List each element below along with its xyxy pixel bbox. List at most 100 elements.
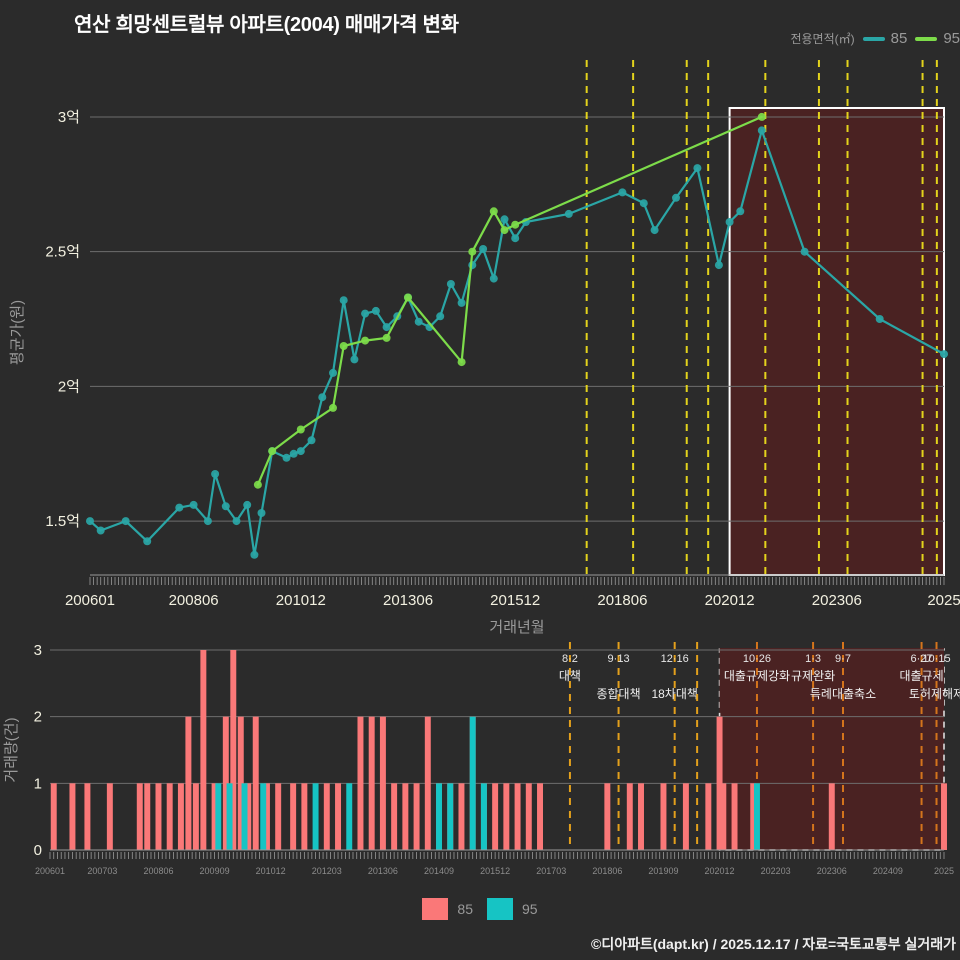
price-data-point[interactable] [489, 207, 498, 216]
volume-bar[interactable] [50, 783, 57, 850]
volume-bar[interactable] [391, 783, 398, 850]
volume-bar[interactable] [226, 783, 233, 850]
volume-bar[interactable] [492, 783, 499, 850]
price-data-point[interactable] [618, 188, 627, 197]
price-data-point[interactable] [296, 425, 305, 434]
price-data-point[interactable] [404, 293, 412, 302]
price-data-point[interactable] [250, 550, 259, 559]
price-data-point[interactable] [121, 517, 130, 526]
price-data-point[interactable] [329, 403, 337, 412]
price-data-point[interactable] [693, 164, 702, 173]
price-data-point[interactable] [382, 333, 391, 342]
price-data-point[interactable] [414, 317, 423, 326]
price-data-point[interactable] [339, 342, 348, 350]
volume-legend-item-85[interactable]: 85 [422, 898, 473, 920]
volume-bar[interactable] [275, 783, 282, 850]
volume-bar[interactable] [323, 783, 330, 850]
volume-bar[interactable] [357, 716, 364, 850]
volume-bar[interactable] [312, 783, 319, 850]
volume-bar[interactable] [136, 783, 143, 850]
volume-bar[interactable] [245, 783, 252, 850]
volume-bar[interactable] [379, 716, 386, 850]
volume-bar[interactable] [424, 716, 431, 850]
price-data-point[interactable] [511, 234, 520, 243]
volume-bar[interactable] [252, 716, 259, 850]
price-data-point[interactable] [446, 280, 455, 288]
price-data-point[interactable] [307, 436, 316, 445]
price-data-point[interactable] [318, 393, 327, 402]
volume-bar[interactable] [604, 783, 611, 850]
volume-bar[interactable] [166, 783, 173, 850]
price-data-point[interactable] [361, 309, 370, 318]
price-data-point[interactable] [289, 449, 298, 458]
volume-bar[interactable] [301, 783, 308, 850]
price-legend-item-85[interactable]: 85 [862, 30, 907, 47]
volume-bar[interactable] [368, 716, 375, 850]
price-data-point[interactable] [221, 502, 230, 511]
price-data-point[interactable] [457, 358, 466, 367]
price-data-point[interactable] [339, 296, 348, 305]
price-data-point[interactable] [672, 193, 680, 202]
volume-bar[interactable] [260, 783, 267, 850]
price-data-point[interactable] [875, 315, 884, 323]
volume-bar[interactable] [222, 716, 229, 850]
price-data-point[interactable] [296, 447, 305, 456]
price-data-point[interactable] [489, 274, 498, 283]
price-data-point[interactable] [211, 470, 220, 478]
price-data-point[interactable] [282, 453, 291, 462]
price-data-point[interactable] [725, 218, 734, 226]
volume-bar[interactable] [447, 783, 454, 850]
volume-bar[interactable] [413, 783, 420, 850]
volume-bar[interactable] [230, 650, 237, 850]
price-data-point[interactable] [468, 247, 477, 256]
price-data-point[interactable] [232, 517, 241, 526]
price-data-point[interactable] [253, 480, 262, 489]
volume-bar[interactable] [537, 783, 543, 850]
volume-bar[interactable] [458, 783, 465, 850]
volume-bar[interactable] [155, 783, 162, 850]
volume-bar[interactable] [941, 783, 947, 850]
price-data-point[interactable] [500, 215, 509, 224]
volume-bar[interactable] [480, 783, 487, 850]
volume-bar[interactable] [731, 783, 738, 850]
volume-bar[interactable] [346, 783, 353, 850]
price-data-point[interactable] [757, 112, 766, 121]
volume-bar[interactable] [682, 783, 689, 850]
volume-bar[interactable] [69, 783, 76, 850]
volume-bar[interactable] [720, 783, 727, 850]
price-data-point[interactable] [500, 226, 509, 235]
volume-bar[interactable] [638, 783, 644, 850]
volume-bar[interactable] [750, 783, 757, 850]
price-data-point[interactable] [143, 537, 152, 546]
volume-bar[interactable] [660, 783, 667, 850]
volume-bar[interactable] [215, 783, 222, 850]
volume-bar[interactable] [436, 783, 442, 850]
volume-bar[interactable] [514, 783, 521, 850]
price-data-point[interactable] [457, 298, 466, 307]
price-chart-svg[interactable]: 1.5억 2억 2.5억 3억 200601 200806 201012 201306 2015… [0, 60, 960, 635]
price-data-point[interactable] [268, 447, 277, 456]
price-data-point[interactable] [243, 500, 252, 509]
volume-bar[interactable] [237, 716, 244, 850]
price-data-point[interactable] [86, 517, 94, 526]
price-data-point[interactable] [564, 209, 573, 218]
price-data-point[interactable] [175, 503, 184, 512]
price-data-point[interactable] [800, 247, 809, 256]
price-data-point[interactable] [736, 207, 745, 216]
price-data-point[interactable] [361, 336, 370, 345]
price-data-point[interactable] [382, 323, 391, 332]
price-data-point[interactable] [96, 526, 105, 535]
volume-chart-svg[interactable]: 0 1 2 3 8·2 대책 9·13 종합대책 12·16 18차대책 10·26 대출규제강화 1·… [0, 640, 960, 895]
price-data-point[interactable] [189, 500, 198, 509]
volume-bar[interactable] [192, 783, 199, 850]
volume-bar[interactable] [84, 783, 91, 850]
volume-bar[interactable] [402, 783, 409, 850]
volume-bar[interactable] [211, 783, 218, 850]
volume-bar[interactable] [626, 783, 633, 850]
price-data-point[interactable] [329, 368, 337, 377]
volume-legend-item-95[interactable]: 95 [487, 898, 538, 920]
volume-bar[interactable] [525, 783, 532, 850]
price-data-point[interactable] [371, 306, 380, 315]
price-data-point[interactable] [757, 126, 766, 135]
price-data-point[interactable] [479, 245, 488, 253]
